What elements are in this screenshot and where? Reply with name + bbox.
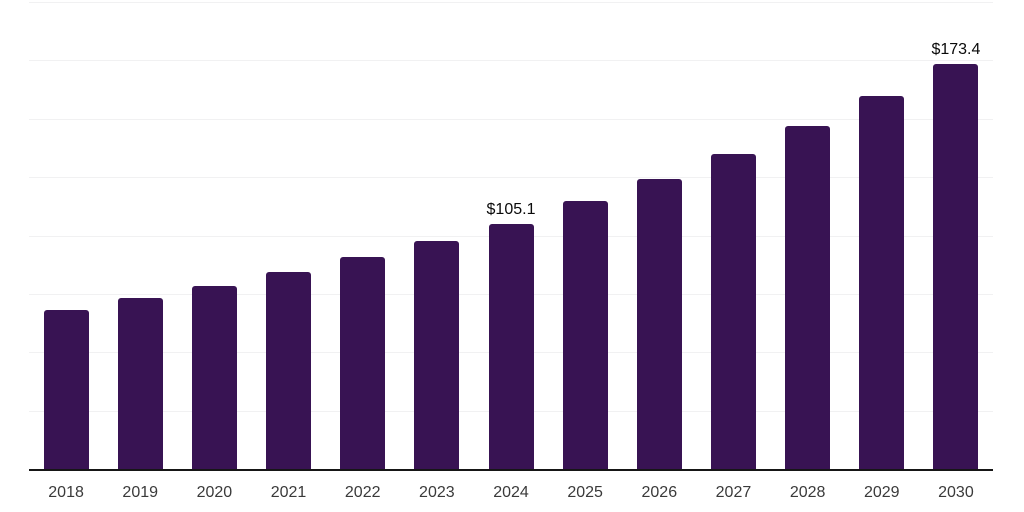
bar-2029 <box>859 95 905 469</box>
bar-2018 <box>43 309 89 469</box>
x-tick-2029: 2029 <box>863 484 900 501</box>
bar-2030 <box>933 64 979 469</box>
x-tick-2026: 2026 <box>641 484 678 501</box>
x-tick-2030: 2030 <box>938 484 974 501</box>
value-label-2024: $105.1 <box>486 200 536 218</box>
bar-2020 <box>191 285 237 469</box>
x-tick-2021: 2021 <box>270 484 307 501</box>
bar-2027 <box>710 153 756 469</box>
x-axis-tick-labels: 2018 2019 2020 2021 2022 2023 2024 2025 2026 2027… <box>29 484 993 506</box>
x-tick-2022: 2022 <box>344 484 381 501</box>
bar-2024 <box>488 223 534 469</box>
x-tick-2028: 2028 <box>789 484 826 501</box>
gridline-125 <box>29 177 993 179</box>
value-label-2030: $173.4 <box>931 41 981 59</box>
x-tick-2018: 2018 <box>48 484 84 501</box>
bar-2025 <box>562 201 608 469</box>
x-tick-2023: 2023 <box>419 484 455 501</box>
gridline-200 <box>29 2 993 3</box>
gridline-150 <box>29 118 993 120</box>
bar-2028 <box>785 125 831 469</box>
bar-2023 <box>414 241 460 469</box>
gridline-175 <box>29 60 993 62</box>
x-tick-2024: 2024 <box>493 484 529 501</box>
x-tick-2027: 2027 <box>715 484 752 501</box>
x-tick-2025: 2025 <box>567 484 603 501</box>
x-tick-2019: 2019 <box>122 484 159 501</box>
bar-2021 <box>266 271 312 469</box>
plot-area: $105.1 $173.4 <box>29 2 993 471</box>
bar-2026 <box>636 179 682 469</box>
bar-2019 <box>117 298 163 469</box>
bar-2022 <box>340 257 386 469</box>
x-axis-line <box>29 469 993 471</box>
x-tick-2020: 2020 <box>196 484 233 501</box>
